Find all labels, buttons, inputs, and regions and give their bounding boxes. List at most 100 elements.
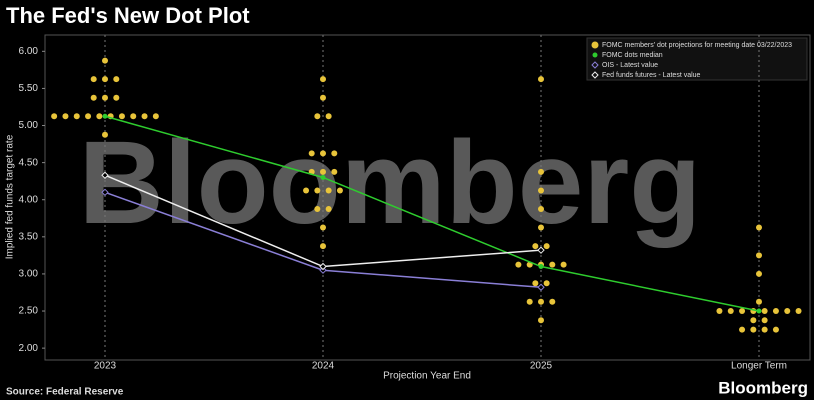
dot: [515, 261, 522, 268]
dot: [96, 113, 103, 120]
x-tick-label: 2025: [530, 361, 553, 372]
dot: [331, 168, 338, 175]
dot: [325, 187, 332, 194]
dot: [113, 76, 120, 83]
x-tick-label: 2024: [312, 361, 335, 372]
legend-label: FOMC dots median: [602, 52, 663, 59]
dot: [51, 113, 58, 120]
dot: [784, 308, 791, 315]
dot: [526, 298, 533, 305]
dot: [538, 168, 544, 175]
dot: [325, 206, 332, 213]
legend-marker: [591, 61, 599, 69]
legend-label: OIS - Latest value: [602, 62, 658, 69]
dot: [314, 206, 321, 213]
legend-marker: [592, 52, 598, 58]
dot: [543, 280, 550, 287]
dot: [113, 94, 120, 101]
dot: [772, 326, 779, 333]
dot: [727, 308, 734, 315]
dot: [750, 326, 757, 333]
x-tick-label: 2023: [94, 361, 117, 372]
legend-label: FOMC members' dot projections for meetin…: [602, 42, 792, 49]
dot: [761, 326, 768, 333]
dot: [739, 308, 746, 315]
x-axis-title: Projection Year End: [383, 371, 471, 382]
legend: [586, 37, 808, 81]
series-line: [104, 115, 760, 312]
dot: [761, 308, 768, 315]
y-tick-label: 5.00: [19, 120, 39, 131]
dot: [320, 76, 326, 83]
y-tick-label: 3.00: [19, 269, 39, 280]
dot: [795, 308, 802, 315]
y-tick-label: 2.50: [19, 306, 39, 317]
marker: [537, 283, 545, 291]
marker: [319, 262, 327, 271]
dot: [320, 168, 326, 175]
brand: Bloomberg: [718, 378, 808, 397]
dot: [549, 261, 556, 268]
median-dot: [538, 264, 544, 270]
dot: [560, 261, 567, 268]
dot: [549, 298, 556, 305]
dot: [130, 113, 137, 120]
legend-marker: [591, 41, 599, 49]
dot: [336, 187, 343, 194]
dot: [102, 94, 108, 101]
legend-marker: [591, 71, 599, 79]
dot: [102, 131, 108, 138]
y-axis-title: Implied fed funds target rate: [5, 134, 16, 259]
dot: [325, 113, 332, 120]
dot: [756, 298, 762, 305]
plot-frame: [44, 34, 811, 361]
dot: [320, 243, 326, 250]
dot: [102, 76, 108, 83]
marker: [101, 171, 109, 179]
marker: [319, 266, 327, 274]
dot: [331, 150, 338, 157]
dot: [716, 308, 723, 315]
marker: [537, 246, 545, 254]
dot: [538, 298, 544, 305]
dot: [152, 113, 159, 120]
dot: [303, 187, 310, 194]
dot: [756, 270, 762, 277]
dot: [118, 113, 125, 120]
dot: [538, 317, 544, 324]
dot: [739, 326, 746, 333]
y-tick-label: 4.00: [19, 194, 39, 205]
source: Source: Federal Reserve: [6, 387, 124, 398]
dot: [320, 150, 326, 157]
chart-title: The Fed's New Dot Plot: [6, 3, 250, 28]
median-dot: [102, 113, 108, 119]
y-tick-label: 5.50: [19, 83, 39, 94]
median-dot: [756, 308, 762, 314]
dot: [141, 113, 148, 120]
dot: [320, 94, 326, 101]
x-tick-label: Longer Term: [731, 361, 787, 372]
dot: [772, 308, 779, 315]
dot: [532, 243, 539, 250]
dot: [538, 187, 544, 194]
dot: [538, 206, 544, 213]
dot: [761, 317, 768, 324]
y-tick-label: 4.50: [19, 157, 39, 168]
dot: [90, 76, 97, 83]
y-tick-label: 2.00: [19, 343, 39, 354]
dot: [73, 113, 80, 120]
y-tick-label: 3.50: [19, 231, 39, 242]
dot: [756, 252, 762, 259]
dot: [532, 280, 539, 287]
marker: [101, 188, 109, 197]
legend-label: Fed funds futures - Latest value: [602, 72, 701, 79]
dot: [543, 243, 550, 250]
median-dot: [320, 174, 326, 180]
dot: [538, 224, 544, 231]
dot: [314, 113, 321, 120]
dot: [314, 187, 321, 194]
dot: [756, 224, 762, 231]
y-tick-label: 6.00: [19, 46, 39, 57]
dot: [320, 224, 326, 231]
